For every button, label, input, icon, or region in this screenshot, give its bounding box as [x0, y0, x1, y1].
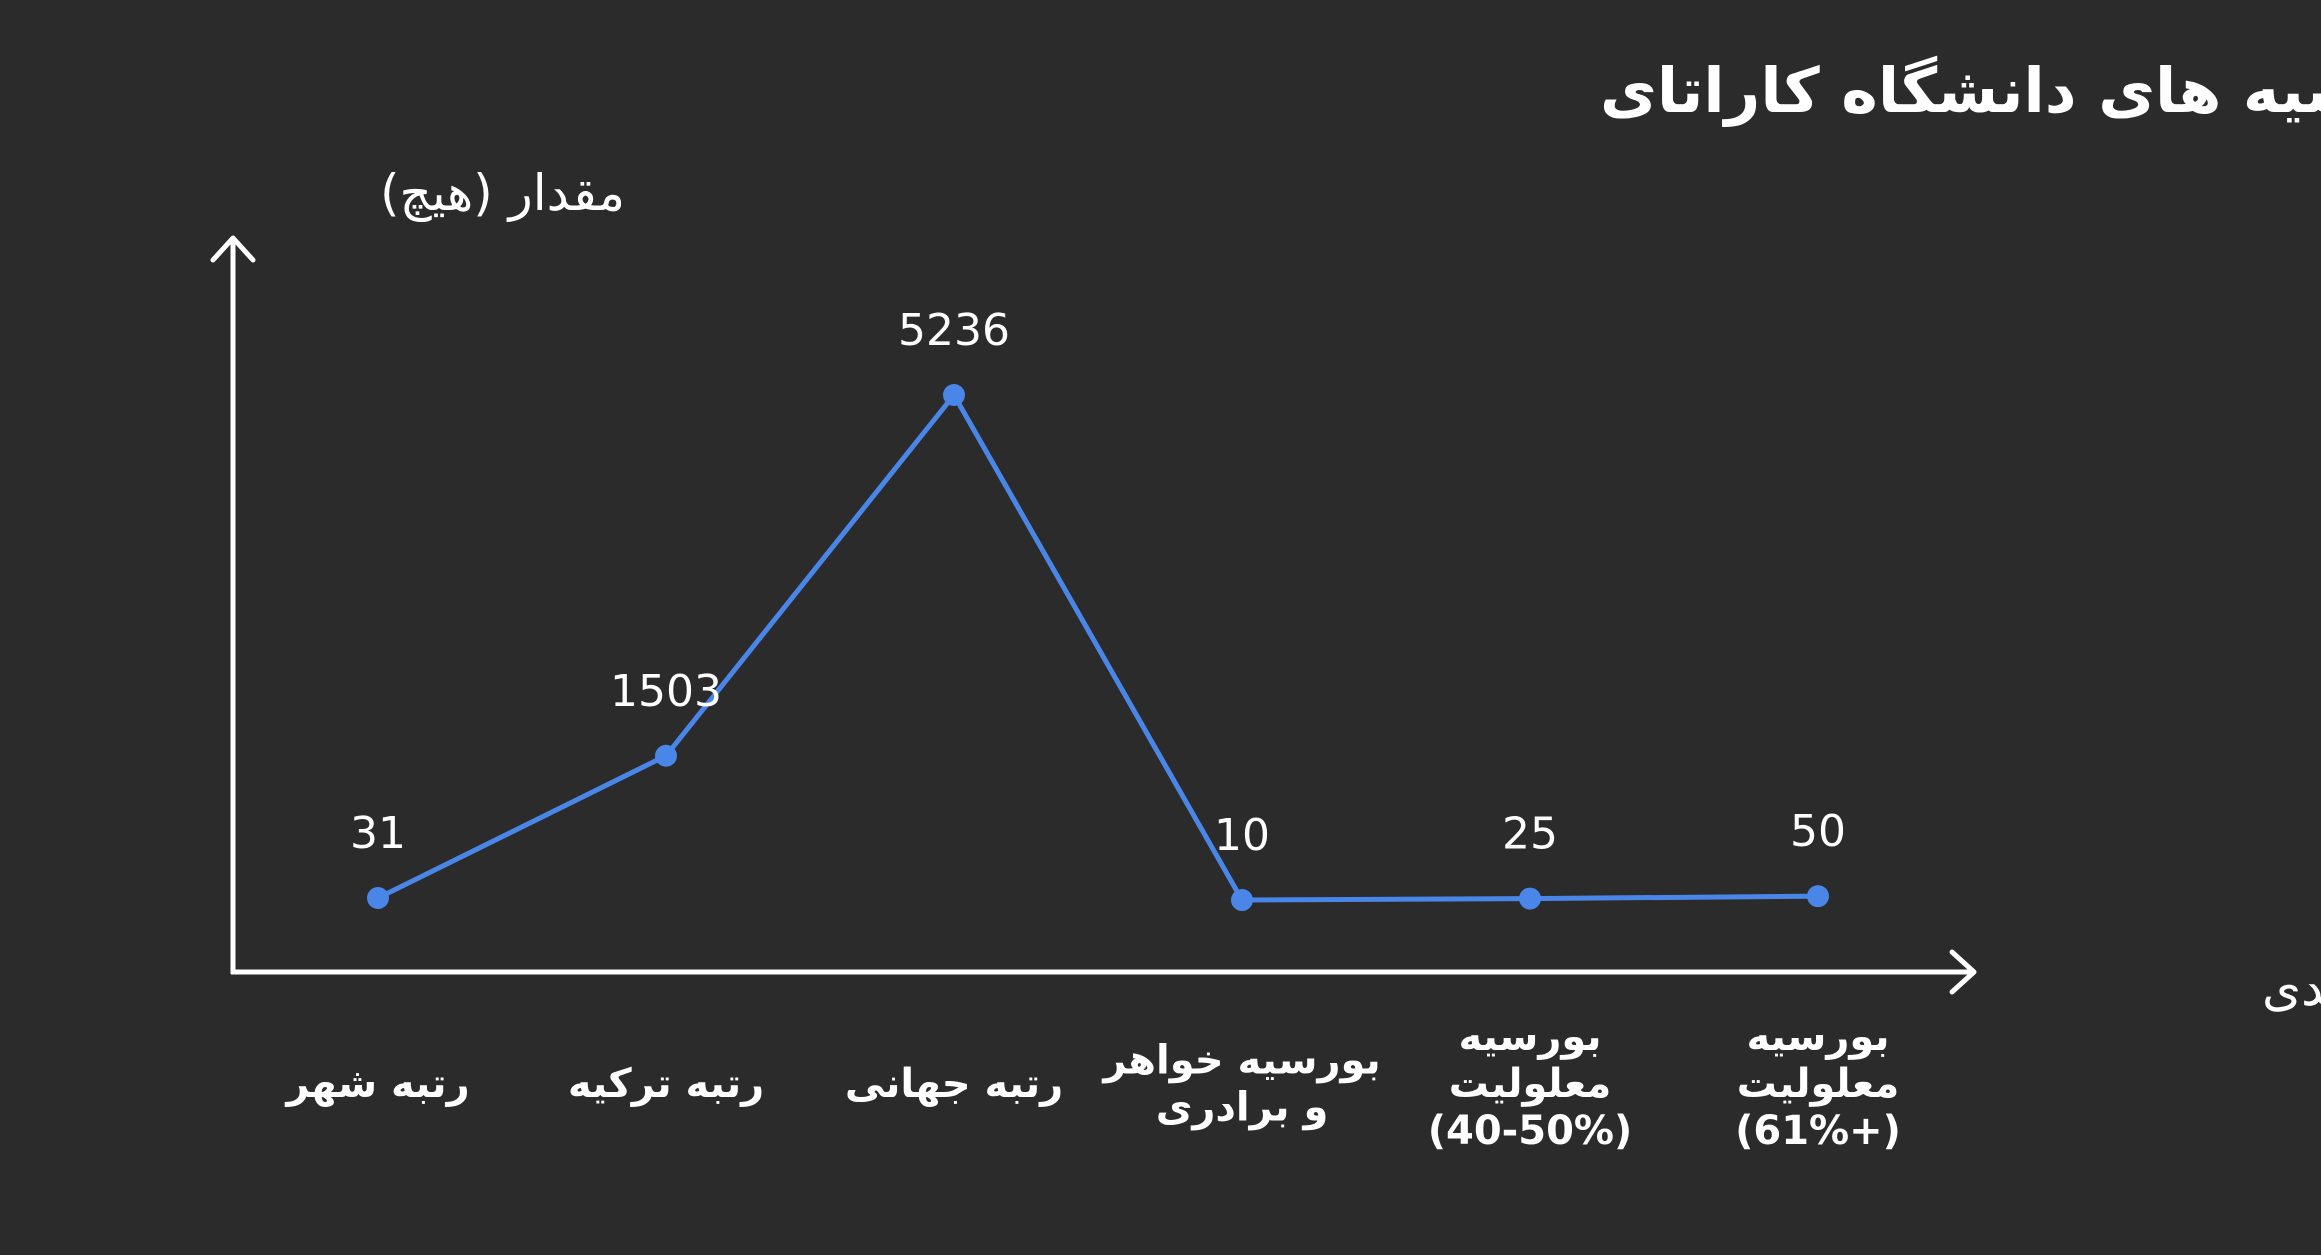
data-point	[943, 384, 965, 406]
value-label: 25	[1502, 809, 1558, 860]
value-label: 10	[1214, 810, 1270, 861]
value-label: 5236	[898, 305, 1010, 356]
value-label: 1503	[610, 666, 722, 717]
category-label: رتبه شهر	[284, 1061, 469, 1107]
axes	[210, 235, 1977, 995]
data-points	[367, 384, 1829, 912]
data-point	[655, 744, 677, 767]
category-label: رتبه جهانی	[845, 1061, 1063, 1107]
category-label: بورسیه معلولیت (61%+)	[1735, 1014, 1901, 1154]
value-labels: 31 1503 5236 10 25 50	[350, 305, 1846, 861]
chart-title: رتبه بندی و بورسیه های دانشگاه کاراتای	[1600, 54, 2321, 127]
category-labels: رتبه شهر رتبه ترکیه رتبه جهانی بورسیه خواهر…	[284, 1014, 1901, 1154]
x-axis-arrow-icon	[1949, 949, 1977, 995]
data-point	[1231, 889, 1253, 912]
data-point	[367, 887, 389, 910]
y-axis-label: مقدار (هیچ)	[380, 164, 625, 223]
data-point	[1807, 885, 1829, 908]
category-label: بورسیه خواهر و برادری	[1101, 1038, 1380, 1131]
y-axis-arrow-icon	[210, 235, 256, 263]
value-label: 50	[1790, 806, 1846, 857]
series-line	[375, 392, 1821, 903]
category-label: رتبه ترکیه	[568, 1061, 764, 1107]
data-point	[1519, 887, 1541, 910]
category-label: بورسیه معلولیت (40-50%)	[1428, 1014, 1633, 1154]
x-axis-label: دسته بندی	[2262, 959, 2321, 1017]
value-label: 31	[350, 808, 406, 859]
